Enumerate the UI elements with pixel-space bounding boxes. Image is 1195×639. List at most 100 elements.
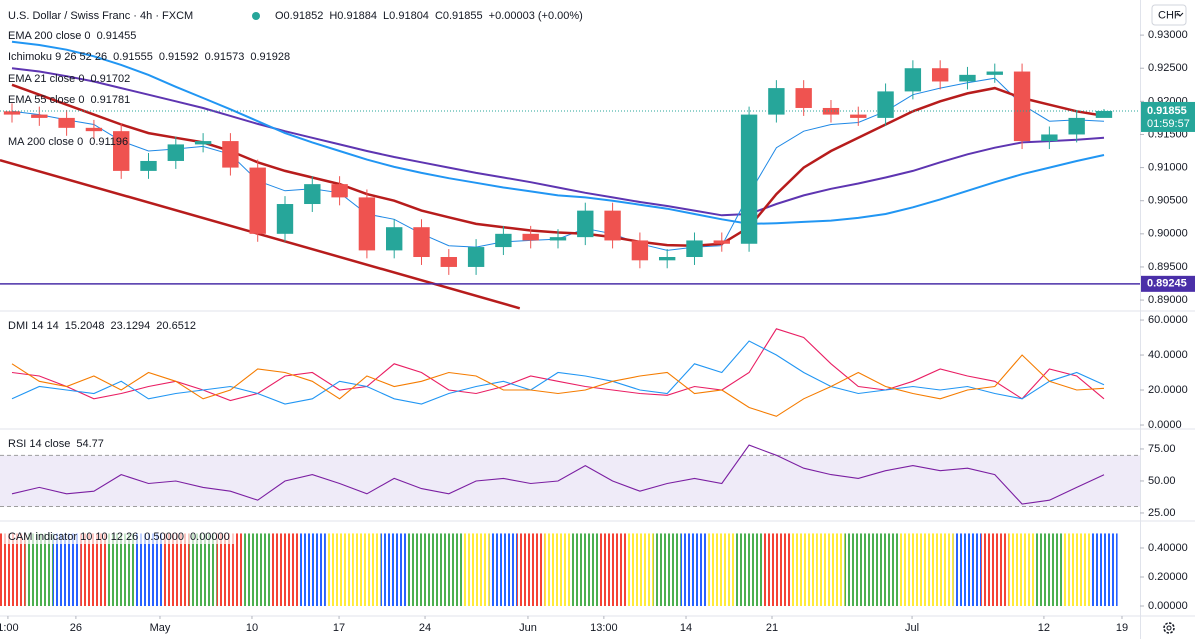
cam-bar [189,533,217,607]
indicator-line [11,354,1105,417]
cam-bar [162,533,190,607]
x-tick-label: 24 [419,622,431,634]
x-tick-label: 26 [70,622,82,634]
legend-value: 0.50000 [144,531,184,543]
x-tick-label: May [150,622,171,634]
currency-button[interactable]: CHF [1151,4,1187,26]
candle-body [549,237,567,241]
cam-bar [462,533,490,607]
candle-body [931,68,949,82]
x-tick-label: 21 [766,622,778,634]
pane-title: CAM indicator 10 10 12 26 [8,531,138,543]
x-tick-label: 19 [1116,622,1128,634]
candle-body [904,68,922,92]
cam-bar [517,533,545,607]
legend-value: 0.00000 [190,531,230,543]
candle-body [631,240,649,261]
cam-bar [953,533,982,607]
y-tick-label: 40.0000 [1148,349,1188,361]
candle-body [413,227,430,258]
cam-bar [571,533,599,607]
ohlc-label: O0.91852 [275,10,323,22]
cam-bar [52,533,81,607]
countdown-label: 01:59:57 [1147,118,1190,130]
gear-icon[interactable] [1163,622,1175,634]
settings-button[interactable] [1163,622,1175,634]
candle-body [768,88,785,115]
legend-value: 54.77 [76,438,104,450]
cam-bar [871,533,900,607]
gear-center[interactable] [1166,625,1172,631]
cam-bar [244,533,272,607]
y-tick-label: 0.90500 [1148,195,1188,207]
legend-value: 0.91196 [89,136,128,148]
dropdown-caret[interactable] [1176,12,1184,17]
legend-value: 0.91455 [97,30,137,42]
x-tick-label: Jun [519,622,537,634]
y-tick-label: 0.93000 [1148,29,1188,41]
ohlc-label: C0.91855 [435,10,483,22]
y-tick-label: 0.89000 [1148,294,1188,306]
cam-bar [1063,533,1091,607]
pane-title: RSI 14 close [8,438,70,450]
cam-bar [435,533,463,607]
y-tick-label: 0.91000 [1148,161,1188,173]
candle-body [877,91,894,118]
candle-body [276,204,294,234]
indicator-line [11,340,1105,405]
cam-bar [298,533,326,607]
currency-label[interactable]: CHF [1158,9,1181,21]
x-tick-label: 10 [246,622,258,634]
candle-body [713,240,730,244]
indicator-line [11,444,1105,505]
legend-value: 0.91928 [250,51,290,63]
cam-bar [844,533,872,607]
candle-body [850,114,867,118]
status-dot [252,12,260,20]
x-tick-label: Jul [905,622,919,634]
y-tick-label: 0.92500 [1148,62,1188,74]
cam-bar [380,533,408,607]
cam-bar [134,533,163,607]
candle-body [31,114,48,118]
x-tick-label: 17 [333,622,345,634]
y-tick-label: 0.0000 [1148,419,1182,431]
currency-box[interactable] [1151,4,1187,26]
candle-body [467,247,485,267]
last-price-label: 0.91855 [1147,105,1187,117]
legend-value: 0.91702 [90,73,130,85]
cam-bar [407,533,436,607]
hline-price-box [1141,275,1195,292]
cam-bar [817,533,845,607]
cam-bar [899,533,927,607]
legend-value: 0.91592 [159,51,199,63]
candle-body [140,160,157,171]
ohlc-label: L0.91804 [383,10,429,22]
cam-bar [708,533,736,607]
x-tick-label: 12 [1038,622,1050,634]
candle-body [1013,71,1031,142]
y-tick-label: 0.90000 [1148,228,1188,240]
indicator-line [11,40,1105,225]
y-tick-label: 0.89500 [1148,261,1188,273]
legend-value: 0.91555 [113,51,153,63]
candle-body [986,71,1003,75]
cam-bar [790,533,818,607]
cam-bar [653,533,681,607]
candle-body [304,184,321,205]
cam-bar [271,533,299,607]
legend-value: 0.91573 [205,51,245,63]
hline-price-label: 0.89245 [1147,278,1187,290]
last-price-box [1141,101,1195,132]
candle-body [113,131,130,171]
y-tick-label: 50.00 [1148,475,1176,487]
ohlc-label: +0.00003 (+0.00%) [489,10,583,22]
x-tick-label: 13:00 [590,622,618,634]
candle-body [331,184,348,198]
cam-bar [680,533,709,607]
cam-bar [626,533,654,607]
candle-body [358,197,376,251]
cam-bar [735,533,763,607]
ohlc-label: H0.91884 [329,10,377,22]
